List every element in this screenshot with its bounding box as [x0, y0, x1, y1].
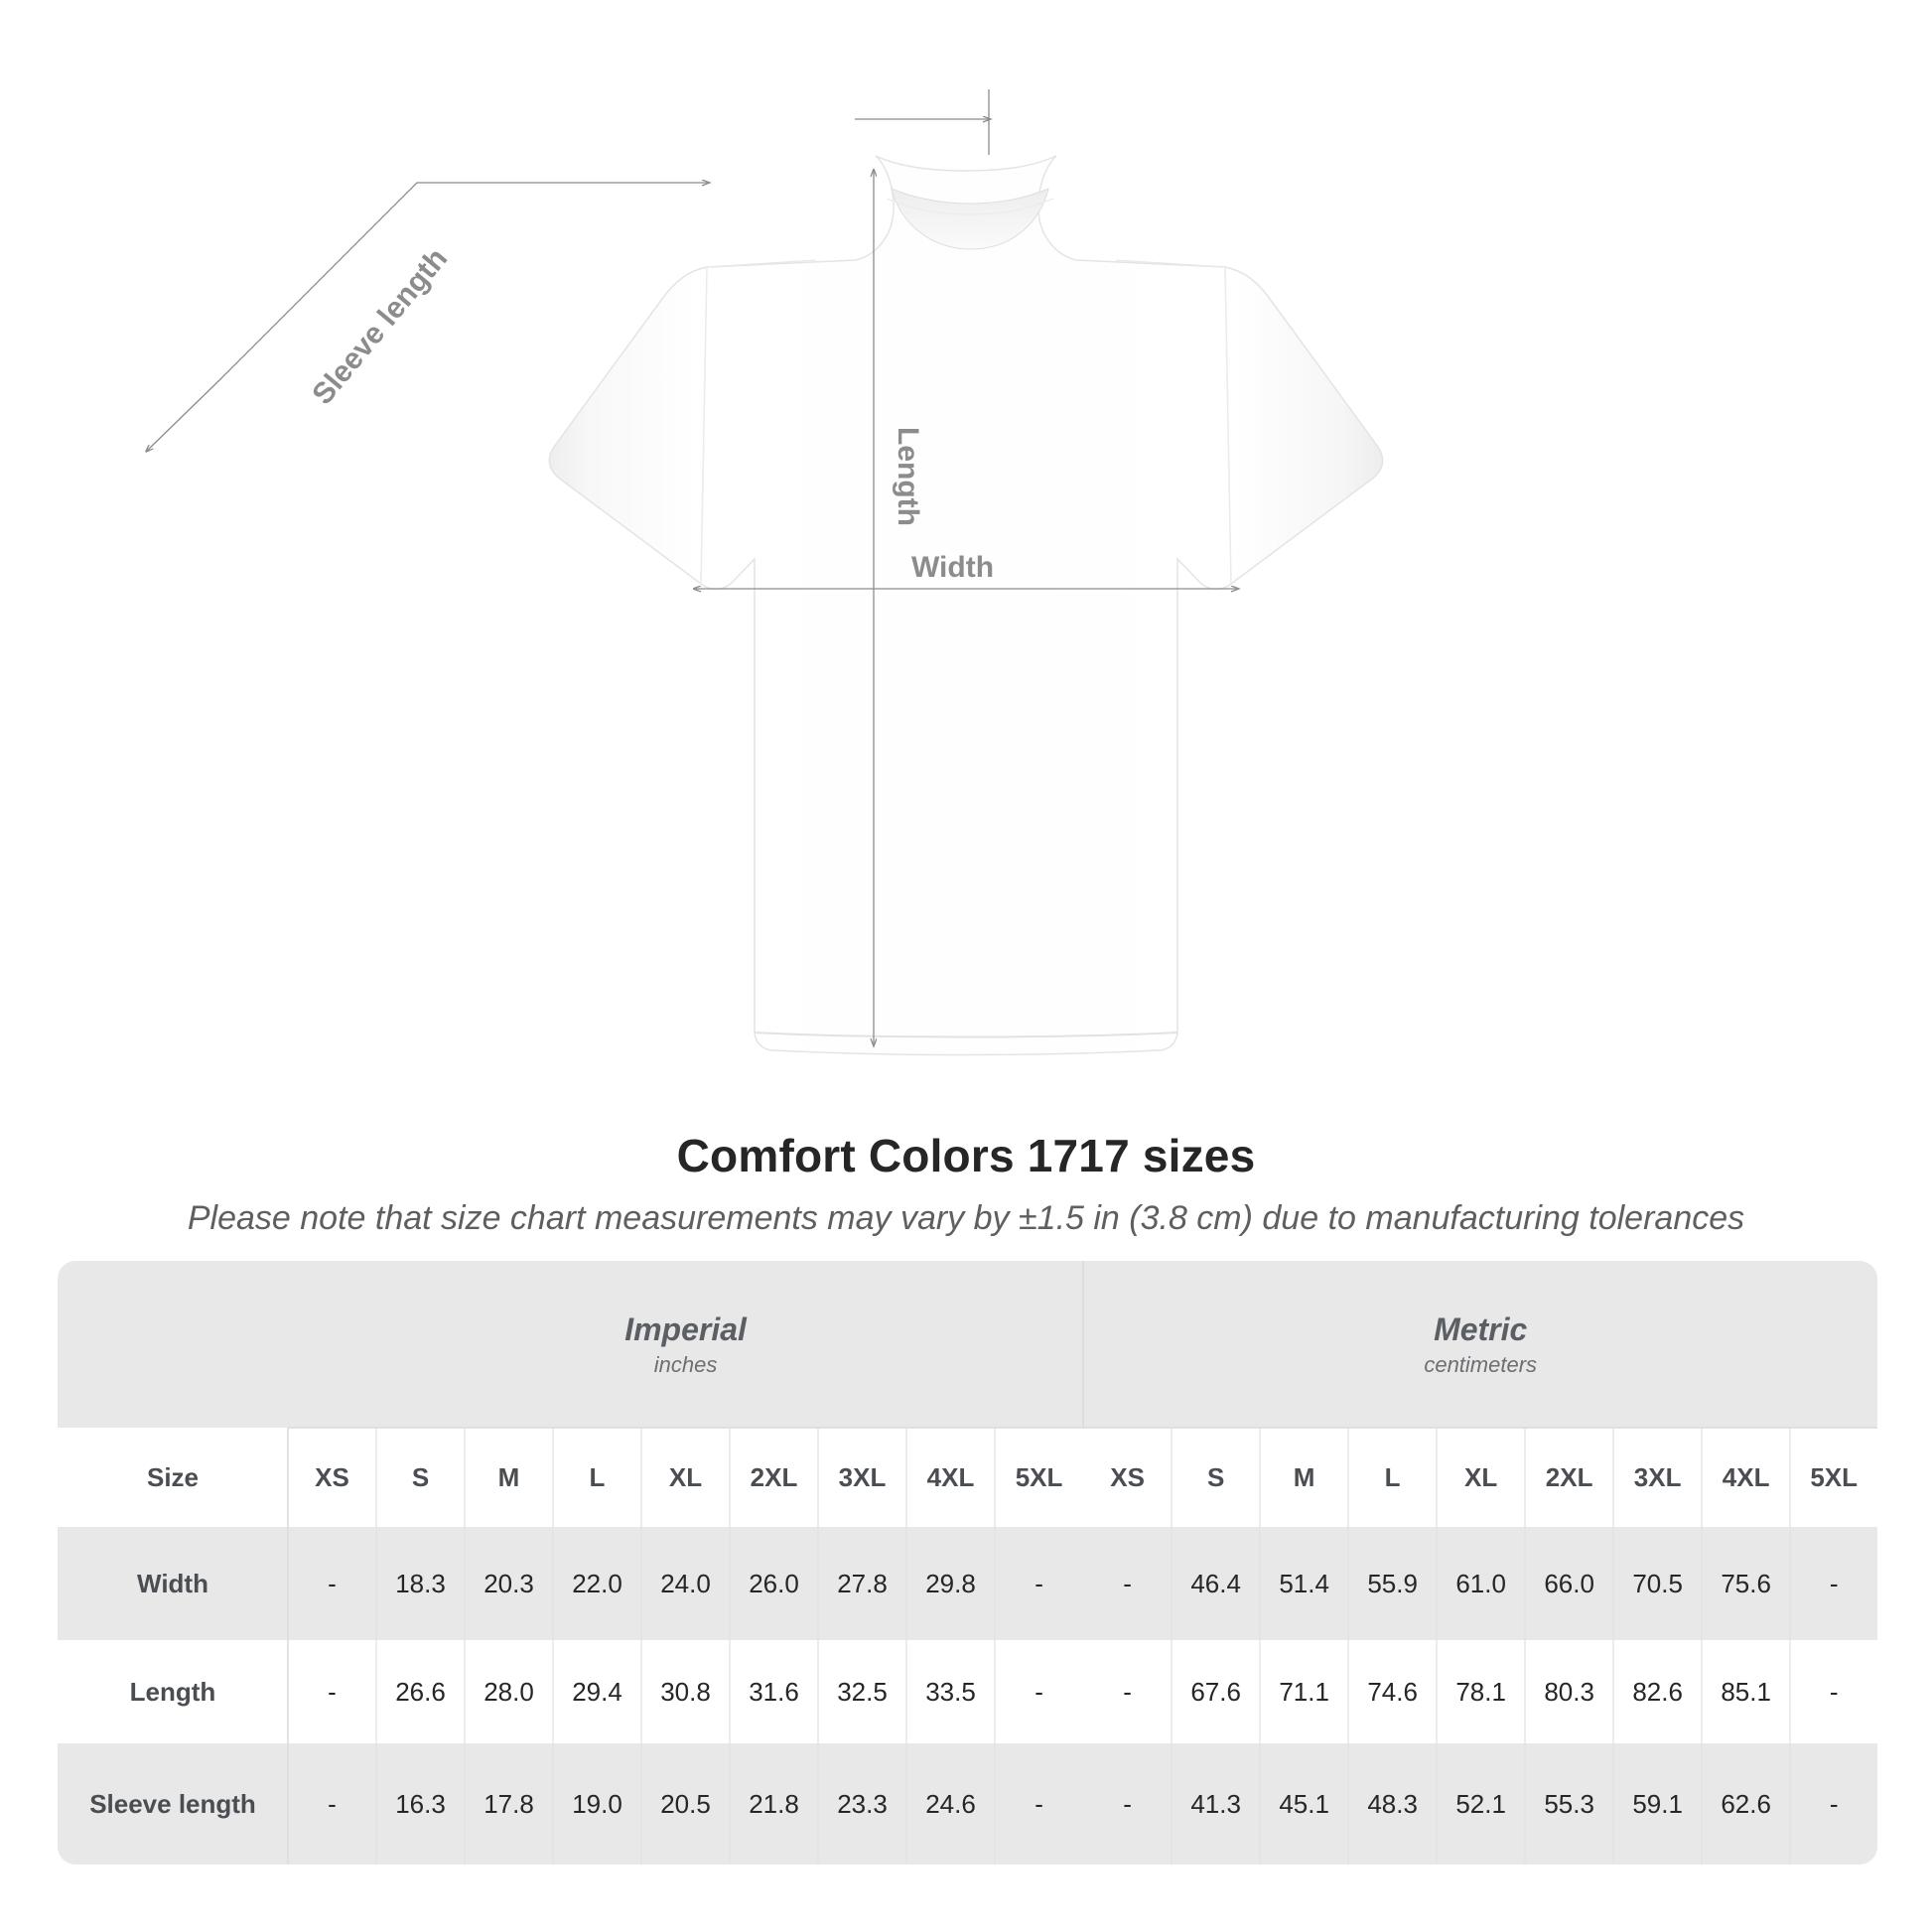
svg-text:Sleeve length: Sleeve length [306, 242, 454, 411]
svg-text:Width: Width [911, 551, 994, 584]
svg-text:Length: Length [892, 427, 924, 526]
